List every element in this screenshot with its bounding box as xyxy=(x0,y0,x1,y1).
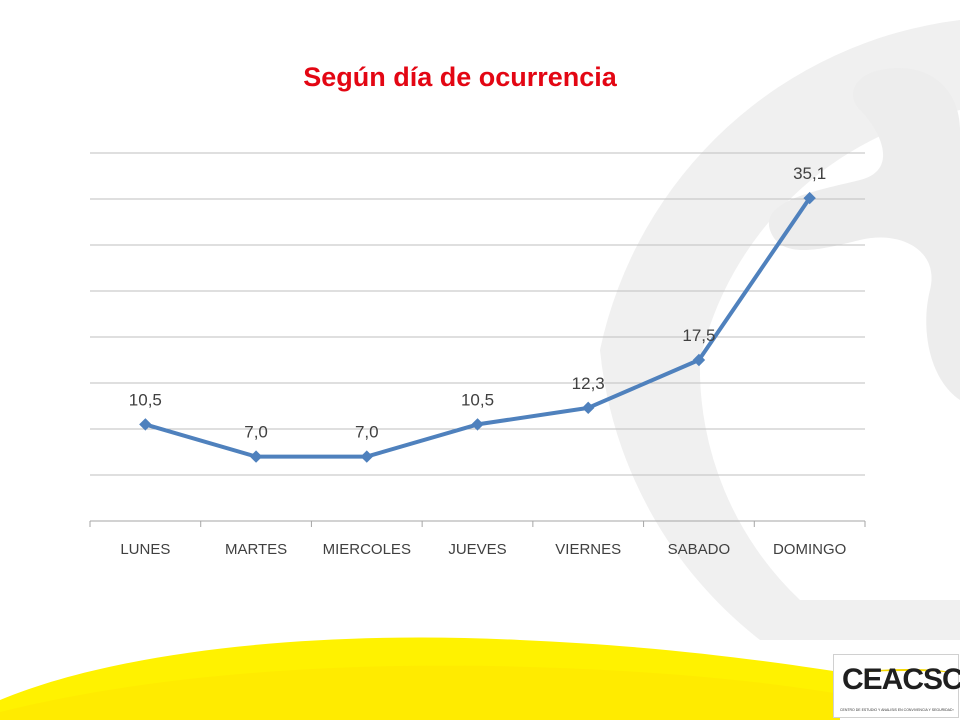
x-tick-label: VIERNES xyxy=(555,541,621,558)
data-point-marker xyxy=(582,401,595,415)
data-label: 12,3 xyxy=(572,374,605,393)
data-point-marker xyxy=(471,418,484,431)
x-tick-label: MARTES xyxy=(225,541,287,558)
data-label: 7,0 xyxy=(244,423,268,442)
background-swirl-accent xyxy=(768,68,960,400)
data-point-marker xyxy=(803,191,816,205)
data-point-marker xyxy=(139,418,152,431)
data-point-marker xyxy=(692,353,706,367)
logo-text: CEACSC xyxy=(842,663,960,696)
data-label: 7,0 xyxy=(355,423,379,442)
ceacsc-logo: CEACSC CENTRO DE ESTUDIO Y ANALISIS EN C… xyxy=(833,654,960,718)
logo-subtitle: CENTRO DE ESTUDIO Y ANALISIS EN CONVIVEN… xyxy=(840,708,954,712)
chart-title: Según día de ocurrencia xyxy=(303,62,617,92)
yellow-band-highlight xyxy=(0,665,840,720)
data-point-marker xyxy=(249,450,263,463)
x-tick-label: MIERCOLES xyxy=(323,541,411,558)
x-tick-label: LUNES xyxy=(120,541,170,558)
x-tick-label: DOMINGO xyxy=(773,541,846,558)
x-tick-label: JUEVES xyxy=(448,541,506,558)
data-label: 10,5 xyxy=(461,390,494,409)
data-label: 35,1 xyxy=(793,164,826,183)
data-point-marker xyxy=(360,450,373,463)
data-label: 10,5 xyxy=(129,390,162,409)
data-label: 17,5 xyxy=(682,326,715,345)
x-tick-label: SABADO xyxy=(668,541,731,558)
logo-swoosh xyxy=(864,669,950,677)
